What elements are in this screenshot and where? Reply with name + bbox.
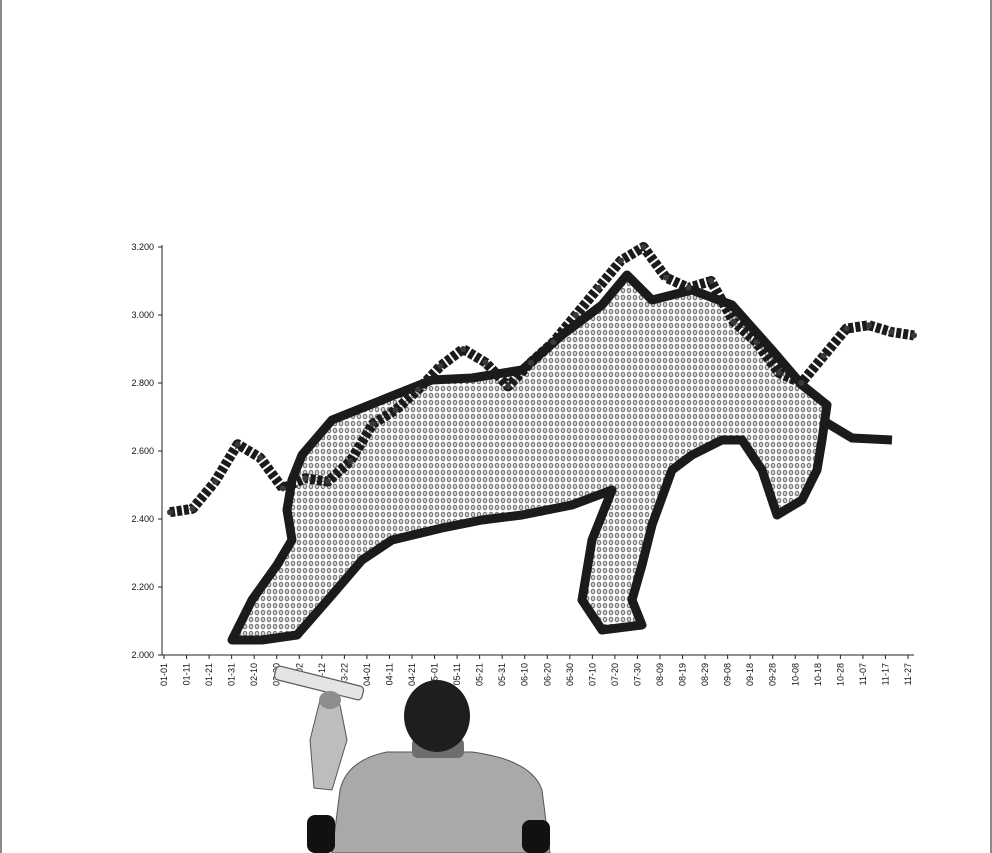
y-axis-ticks: 3.200 3.000 2.800 2.600 2.400 2.200 2.000 <box>131 242 162 660</box>
person-holding-rolled-chart-icon <box>273 665 551 853</box>
data-point <box>865 322 872 329</box>
x-tick-label: 10-28 <box>835 663 845 686</box>
data-point <box>753 339 760 346</box>
x-tick-label: 03-12 <box>317 663 327 686</box>
data-point <box>369 420 376 427</box>
x-tick-label: 05-11 <box>452 663 462 685</box>
data-point <box>257 454 264 461</box>
x-tick-label: 10-08 <box>790 663 800 686</box>
data-point <box>460 346 467 352</box>
y-tick-label: 2.000 <box>131 650 154 660</box>
data-point <box>324 478 331 485</box>
data-point <box>437 363 444 369</box>
data-point <box>843 325 850 332</box>
data-point <box>572 312 579 318</box>
x-tick-label: 01-11 <box>182 663 192 685</box>
x-tick-label: 04-21 <box>407 663 417 686</box>
x-tick-label: 03-22 <box>339 663 349 686</box>
x-tick-label: 01-31 <box>227 663 237 686</box>
x-tick-label: 01-01 <box>159 663 169 686</box>
data-point <box>730 318 737 325</box>
y-tick-label: 2.600 <box>131 446 154 456</box>
y-tick-label: 2.800 <box>131 378 154 388</box>
series-line <box>167 242 917 518</box>
x-tick-label: 04-01 <box>362 663 372 686</box>
y-tick-label: 2.200 <box>131 582 154 592</box>
x-tick-label: 08-19 <box>678 663 688 686</box>
x-tick-label: 07-30 <box>632 663 642 686</box>
data-point <box>189 505 196 512</box>
series-line-path <box>169 242 915 518</box>
data-point <box>212 478 219 485</box>
data-point <box>505 383 512 390</box>
x-tick-label: 02-10 <box>249 663 259 686</box>
data-point <box>685 284 692 291</box>
y-tick-label: 2.400 <box>131 514 154 524</box>
data-point <box>663 274 669 281</box>
y-tick-label: 3.200 <box>131 242 154 252</box>
data-point <box>640 244 647 250</box>
data-point <box>482 359 489 366</box>
bull-silhouette-icon <box>227 270 893 645</box>
x-tick-label: 04-11 <box>384 663 394 685</box>
x-tick-label: 06-20 <box>542 663 552 686</box>
x-tick-label: 10-18 <box>813 663 823 686</box>
data-point <box>550 339 557 346</box>
data-point <box>234 441 241 448</box>
x-tick-label: 08-29 <box>700 663 710 686</box>
x-tick-label: 07-10 <box>587 663 597 686</box>
data-point <box>167 509 173 516</box>
x-tick-label: 05-21 <box>475 663 485 686</box>
x-tick-label: 06-10 <box>520 663 530 686</box>
data-point <box>595 284 602 291</box>
x-tick-label: 05-01 <box>430 663 440 686</box>
x-tick-label: 07-20 <box>610 663 620 686</box>
x-tick-label: 09-18 <box>745 663 755 686</box>
x-tick-label: 08-09 <box>655 663 665 686</box>
x-tick-label: 11-27 <box>903 663 913 685</box>
x-tick-label: 09-28 <box>768 663 778 686</box>
data-point <box>798 380 805 386</box>
data-point <box>415 386 421 393</box>
data-point <box>775 369 782 376</box>
x-tick-label: 06-30 <box>565 663 575 686</box>
data-point <box>279 485 286 492</box>
data-point <box>708 278 715 284</box>
data-point <box>302 475 309 482</box>
data-point <box>888 329 895 335</box>
x-tick-label: 01-21 <box>204 663 214 686</box>
data-point <box>617 257 624 264</box>
data-point <box>911 332 917 339</box>
data-point <box>820 352 827 359</box>
data-point <box>392 407 399 414</box>
x-tick-label: 11-07 <box>858 663 868 685</box>
x-axis-ticks: 01-0101-1101-2101-3102-1002-2003-0203-12… <box>159 655 913 686</box>
data-point <box>347 458 354 465</box>
y-tick-label: 3.000 <box>131 310 154 320</box>
data-point <box>527 359 534 366</box>
x-tick-label: 11-17 <box>880 663 890 685</box>
x-tick-label: 05-31 <box>497 663 507 686</box>
x-tick-label: 09-08 <box>723 663 733 686</box>
